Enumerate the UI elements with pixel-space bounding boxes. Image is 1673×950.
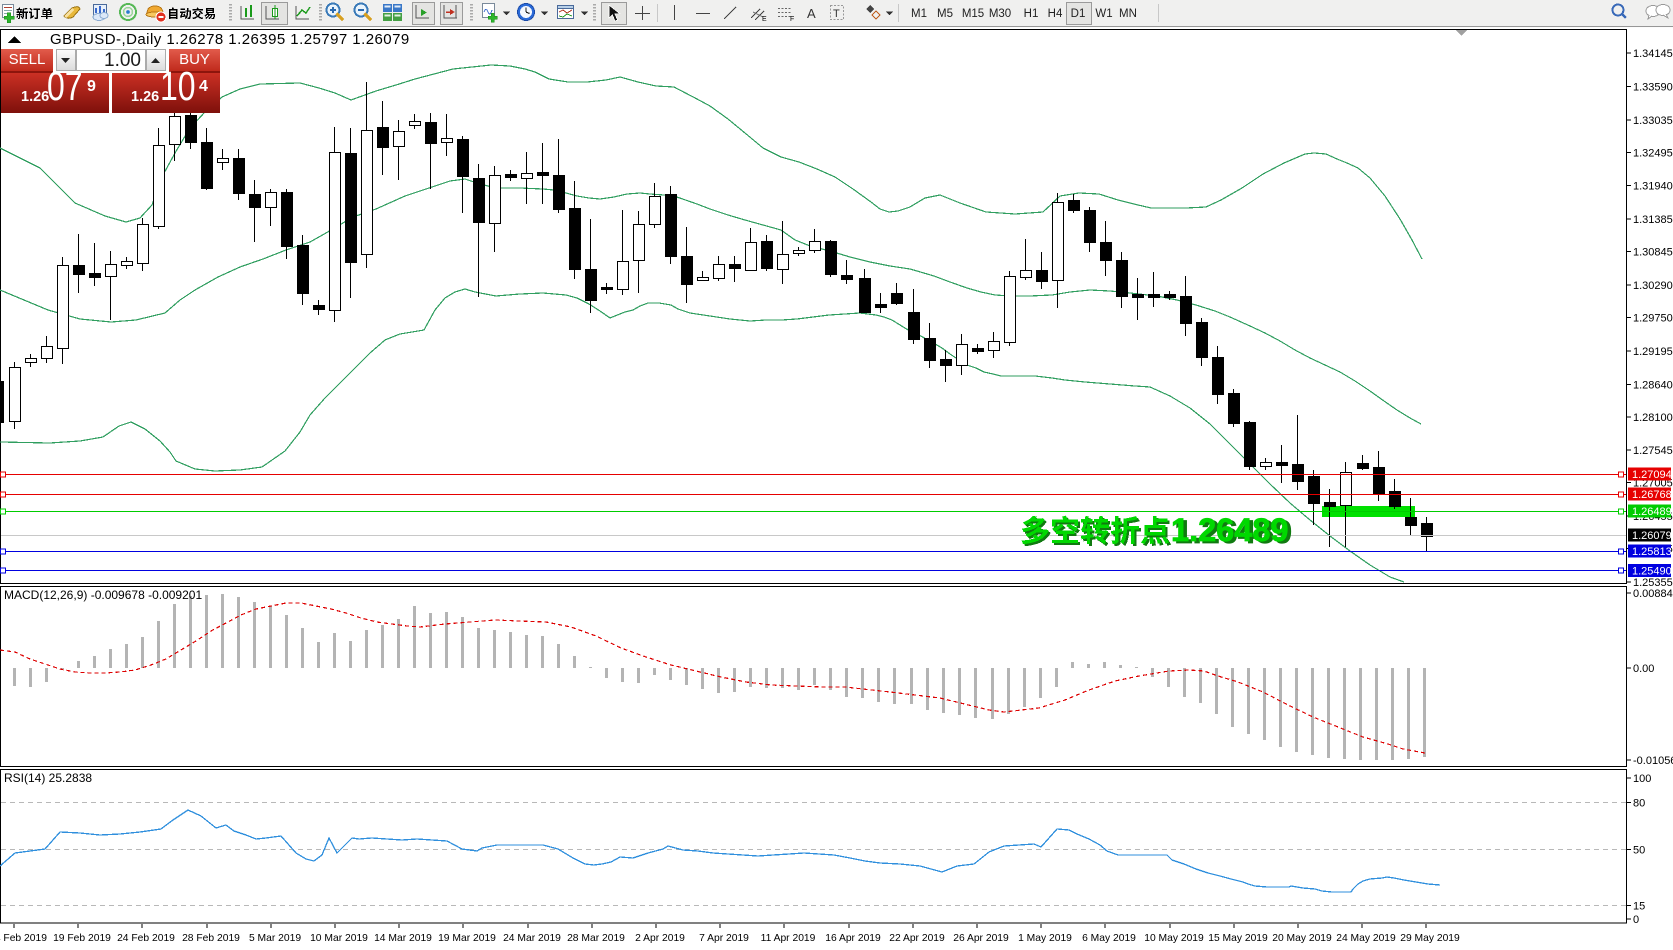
svg-text:MN: MN bbox=[1119, 8, 1137, 20]
svg-text:1.27005: 1.27005 bbox=[1633, 478, 1673, 490]
svg-text:1.26079: 1.26079 bbox=[1632, 530, 1672, 542]
svg-text:1.27545: 1.27545 bbox=[1633, 445, 1673, 457]
svg-text:19 Mar 2019: 19 Mar 2019 bbox=[438, 933, 496, 944]
svg-text:24 May 2019: 24 May 2019 bbox=[1336, 933, 1396, 944]
svg-text:2 Apr 2019: 2 Apr 2019 bbox=[635, 933, 685, 944]
svg-text:1.33035: 1.33035 bbox=[1633, 115, 1673, 127]
svg-text:1.34145: 1.34145 bbox=[1633, 48, 1673, 60]
svg-text:1.31385: 1.31385 bbox=[1633, 214, 1673, 226]
svg-text:1 May 2019: 1 May 2019 bbox=[1018, 933, 1072, 944]
svg-text:1.25355: 1.25355 bbox=[1633, 577, 1673, 589]
svg-text:15 May 2019: 15 May 2019 bbox=[1208, 933, 1268, 944]
svg-text:GBPUSD-,Daily 1.26278 1.26395: GBPUSD-,Daily 1.26278 1.26395 1.25797 1.… bbox=[50, 31, 410, 48]
svg-text:100: 100 bbox=[1633, 773, 1651, 785]
svg-text:1.26489: 1.26489 bbox=[1632, 506, 1672, 518]
svg-text:15: 15 bbox=[1633, 901, 1645, 913]
svg-text:D1: D1 bbox=[1071, 8, 1086, 20]
svg-text:29 May 2019: 29 May 2019 bbox=[1400, 933, 1460, 944]
svg-text:28 Feb 2019: 28 Feb 2019 bbox=[182, 933, 240, 944]
svg-text:1.31940: 1.31940 bbox=[1633, 181, 1673, 193]
svg-text:1.26768: 1.26768 bbox=[1632, 489, 1672, 501]
svg-text:28 Mar 2019: 28 Mar 2019 bbox=[567, 933, 625, 944]
svg-text:0.00884: 0.00884 bbox=[1633, 588, 1673, 600]
svg-text:E: E bbox=[762, 16, 767, 23]
svg-text:-0.01056: -0.01056 bbox=[1633, 755, 1673, 767]
svg-text:M30: M30 bbox=[989, 8, 1011, 20]
svg-text:MACD(12,26,9) -0.009678 -0.009: MACD(12,26,9) -0.009678 -0.009201 bbox=[4, 588, 202, 602]
svg-text:1.33590: 1.33590 bbox=[1633, 81, 1673, 93]
svg-text:1.30290: 1.30290 bbox=[1633, 280, 1673, 292]
svg-text:M1: M1 bbox=[911, 8, 927, 20]
svg-text:1.25813: 1.25813 bbox=[1632, 546, 1672, 558]
svg-text:1.26489: 1.26489 bbox=[1171, 512, 1288, 548]
svg-text:H1: H1 bbox=[1024, 8, 1039, 20]
svg-text:1.28100: 1.28100 bbox=[1633, 412, 1673, 424]
svg-text:1.29750: 1.29750 bbox=[1633, 313, 1673, 325]
svg-text:0: 0 bbox=[1633, 914, 1639, 926]
svg-text:6 May 2019: 6 May 2019 bbox=[1082, 933, 1136, 944]
svg-text:H4: H4 bbox=[1048, 8, 1063, 20]
svg-text:80: 80 bbox=[1633, 798, 1645, 810]
svg-text:14 Mar 2019: 14 Mar 2019 bbox=[374, 933, 432, 944]
svg-text:1.26489: 1.26489 bbox=[1175, 514, 1292, 550]
svg-text:24 Feb 2019: 24 Feb 2019 bbox=[117, 933, 175, 944]
svg-text:M15: M15 bbox=[962, 8, 984, 20]
svg-text:22 Apr 2019: 22 Apr 2019 bbox=[889, 933, 945, 944]
svg-text:W1: W1 bbox=[1095, 8, 1112, 20]
svg-text:1.32495: 1.32495 bbox=[1633, 147, 1673, 159]
svg-text:5 Mar 2019: 5 Mar 2019 bbox=[249, 933, 301, 944]
svg-text:26 Apr 2019: 26 Apr 2019 bbox=[953, 933, 1009, 944]
svg-text:16 Apr 2019: 16 Apr 2019 bbox=[825, 933, 881, 944]
svg-text:A: A bbox=[807, 6, 816, 21]
svg-text:T: T bbox=[833, 8, 840, 20]
svg-text:1.27094: 1.27094 bbox=[1632, 469, 1672, 481]
svg-text:10 Mar 2019: 10 Mar 2019 bbox=[310, 933, 368, 944]
svg-text:0.00: 0.00 bbox=[1633, 663, 1654, 675]
svg-text:19 Feb 2019: 19 Feb 2019 bbox=[53, 933, 111, 944]
svg-text:50: 50 bbox=[1633, 845, 1645, 857]
svg-text:1.30845: 1.30845 bbox=[1633, 247, 1673, 259]
svg-text:1.29195: 1.29195 bbox=[1633, 346, 1673, 358]
svg-text:F: F bbox=[790, 16, 794, 23]
svg-text:1.25490: 1.25490 bbox=[1632, 566, 1672, 578]
svg-text:10 May 2019: 10 May 2019 bbox=[1144, 933, 1204, 944]
svg-text:24 Mar 2019: 24 Mar 2019 bbox=[503, 933, 561, 944]
svg-text:M5: M5 bbox=[937, 8, 953, 20]
svg-text:20 May 2019: 20 May 2019 bbox=[1272, 933, 1332, 944]
svg-text:7 Apr 2019: 7 Apr 2019 bbox=[699, 933, 749, 944]
svg-text:1.28640: 1.28640 bbox=[1633, 379, 1673, 391]
svg-text:11 Apr 2019: 11 Apr 2019 bbox=[761, 933, 816, 944]
svg-text:RSI(14) 25.2838: RSI(14) 25.2838 bbox=[4, 771, 92, 785]
svg-text:14 Feb 2019: 14 Feb 2019 bbox=[0, 933, 47, 944]
